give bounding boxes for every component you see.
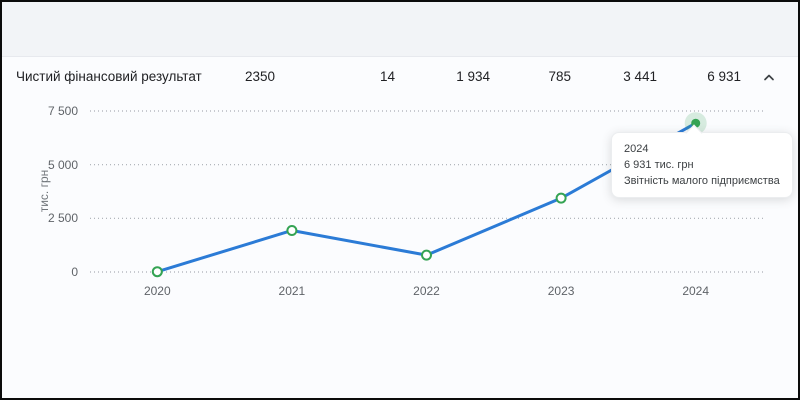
x-tick-2023: 2023 xyxy=(547,284,575,298)
x-tick-2024: 2024 xyxy=(682,284,710,298)
financial-result-card: Чистий фінансовий результат 2350 14 1 93… xyxy=(2,56,798,398)
data-point-2022[interactable] xyxy=(421,249,432,261)
y-tick-5000: 5 000 xyxy=(47,157,78,172)
data-point-2023[interactable] xyxy=(555,192,567,204)
row-value-5: 3 441 xyxy=(623,69,657,84)
x-tick-2021: 2021 xyxy=(278,284,306,298)
collapse-row-button[interactable] xyxy=(755,64,783,90)
y-tick-2500: 2 500 xyxy=(47,211,78,226)
row-value-6: 6 931 xyxy=(707,69,741,84)
financial-result-row[interactable]: Чистий фінансовий результат 2350 14 1 93… xyxy=(2,57,798,97)
top-band xyxy=(2,2,798,56)
chart-tooltip: 2024 6 931 тис. грн Звітність малого під… xyxy=(611,124,793,198)
row-value-3: 1 934 xyxy=(456,69,490,84)
row-value-2: 14 xyxy=(379,69,395,84)
tooltip-source: Звітність малого підприємства xyxy=(624,175,780,187)
row-value-4: 785 xyxy=(548,69,571,84)
tooltip-value: 6 931 тис. грн xyxy=(624,159,694,171)
tooltip-year: 2024 xyxy=(624,143,649,155)
row-label: Чистий фінансовий результат xyxy=(16,69,202,84)
x-tick-2022: 2022 xyxy=(413,284,440,298)
y-tick-7500: 7 500 xyxy=(47,104,78,118)
data-point-2020[interactable] xyxy=(151,266,163,278)
y-tick-0: 0 xyxy=(71,265,78,279)
chevron-up-icon xyxy=(764,74,774,81)
row-value-1: 2350 xyxy=(244,69,275,84)
data-point-2021[interactable] xyxy=(286,224,298,236)
x-tick-2020: 2020 xyxy=(143,284,171,298)
